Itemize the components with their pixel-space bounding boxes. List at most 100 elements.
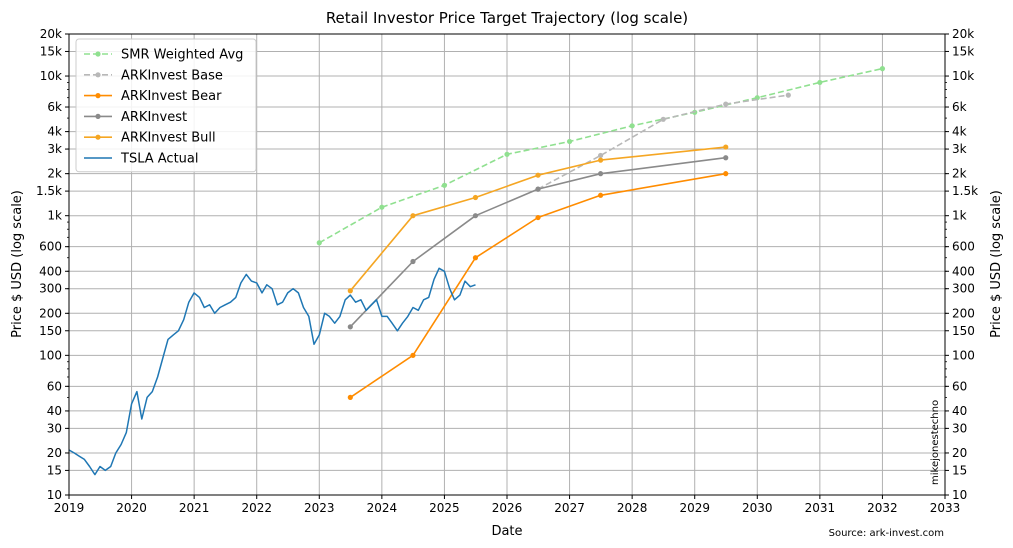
y-axis-left: 10 15 20 30 40 60 100 150 200 300 400 600 1k 1.5k 2k 3k… xyxy=(36,27,69,502)
legend-item: SMR Weighted Avg xyxy=(84,48,243,63)
x-tick-label: 2026 xyxy=(492,501,523,515)
data-point-smr-weighted-avg xyxy=(441,182,448,188)
y-tick-label-right: 40 xyxy=(952,404,967,418)
y-axis-label-right: Price $ USD (log scale) xyxy=(989,190,1004,338)
legend-marker xyxy=(95,113,101,119)
x-tick-label: 2031 xyxy=(805,501,836,515)
y-tick-label-right: 60 xyxy=(952,379,967,393)
y-tick-label-right: 10 xyxy=(952,488,967,502)
data-point-arkinvest-bull xyxy=(410,213,416,219)
data-point-arkinvest-bull xyxy=(598,157,604,163)
legend-label: ARKInvest Bull xyxy=(121,131,216,146)
data-point-arkinvest-bull xyxy=(723,144,729,150)
y-tick-label-right: 20k xyxy=(952,27,974,41)
x-tick-label: 2027 xyxy=(554,501,585,515)
x-tick-label: 2028 xyxy=(617,501,648,515)
legend-box xyxy=(75,38,257,173)
y-tick-label-left: 4k xyxy=(47,125,62,139)
y-tick-label-right: 10k xyxy=(952,69,974,83)
y-axis-label-left: Price $ USD (log scale) xyxy=(10,190,25,338)
x-tick-label: 2029 xyxy=(679,501,710,515)
y-tick-label-left: 60 xyxy=(47,379,62,393)
data-point-arkinvest-bull xyxy=(472,194,479,201)
legend-label: TSLA Actual xyxy=(120,152,199,167)
data-point-arkinvest xyxy=(410,258,416,265)
x-tick-label: 2032 xyxy=(867,501,898,515)
series-smr-weighted-avg xyxy=(316,66,886,246)
data-point-smr-weighted-avg xyxy=(379,204,385,210)
y-tick-label-right: 2k xyxy=(952,167,967,181)
legend-marker xyxy=(95,134,101,140)
y-tick-label-left: 300 xyxy=(39,282,62,296)
y-tick-label-left: 6k xyxy=(47,100,62,114)
legend-item: ARKInvest Base xyxy=(84,68,223,83)
legend: SMR Weighted Avg ARKInvest Base ARKInvest … xyxy=(75,38,257,173)
x-axis-label: Date xyxy=(491,524,522,539)
data-point-smr-weighted-avg xyxy=(566,138,573,145)
data-point-arkinvest-bear xyxy=(347,394,353,400)
y-tick-label-right: 600 xyxy=(952,240,975,254)
series-arkinvest-bear xyxy=(347,171,729,400)
source-annotation: Source: ark-invest.com xyxy=(829,528,944,539)
series-tsla-actual xyxy=(68,267,476,476)
y-tick-label-right: 20 xyxy=(952,446,967,460)
data-point-arkinvest-bear xyxy=(598,192,604,198)
legend-label: ARKInvest Base xyxy=(121,68,223,83)
y-tick-label-left: 2k xyxy=(47,167,62,181)
x-tick-label: 2023 xyxy=(304,501,335,515)
series-line-arkinvest xyxy=(349,156,726,328)
series-line-smr-weighted-avg xyxy=(318,67,883,244)
data-point-smr-weighted-avg xyxy=(504,151,510,157)
data-point-arkinvest xyxy=(472,213,479,219)
y-tick-label-right: 1k xyxy=(952,209,967,223)
data-point-arkinvest xyxy=(598,171,604,177)
y-tick-label-right: 100 xyxy=(952,348,975,362)
y-tick-label-left: 600 xyxy=(39,240,62,254)
legend-item: ARKInvest Bear xyxy=(84,89,222,104)
series-line-tsla-actual xyxy=(68,267,476,476)
x-tick-label: 2021 xyxy=(179,501,210,515)
series-line-arkinvest-bear xyxy=(349,172,726,399)
data-point-smr-weighted-avg xyxy=(629,123,635,129)
y-tick-label-right: 6k xyxy=(952,100,967,114)
y-tick-label-left: 1k xyxy=(47,209,62,223)
y-tick-label-left: 3k xyxy=(47,142,62,156)
legend-item: ARKInvest Bull xyxy=(84,131,216,146)
y-tick-label-left: 20k xyxy=(40,27,62,41)
series-arkinvest xyxy=(347,155,729,330)
x-tick-label: 2019 xyxy=(54,501,85,515)
legend-item: ARKInvest xyxy=(84,110,187,125)
x-tick-label: 2025 xyxy=(429,501,460,515)
y-tick-label-left: 400 xyxy=(39,264,62,278)
data-point-arkinvest-bull xyxy=(535,172,541,178)
x-tick-label: 2024 xyxy=(367,501,398,515)
x-tick-label: 2030 xyxy=(742,501,773,515)
series-line-arkinvest-base xyxy=(537,94,789,190)
y-tick-label-right: 150 xyxy=(952,324,975,338)
y-tick-label-left: 1.5k xyxy=(36,184,62,198)
data-point-smr-weighted-avg xyxy=(817,79,823,86)
y-tick-label-left: 10 xyxy=(47,488,62,502)
x-tick-label: 2020 xyxy=(116,501,147,515)
y-axis-right: 10 15 20 30 40 60 100 150 200 300 400 600 1k 1.5k 2k 3k… xyxy=(945,27,978,502)
data-point-arkinvest-bull xyxy=(347,288,353,294)
y-tick-label-right: 15k xyxy=(952,44,974,58)
data-point-arkinvest-bear xyxy=(723,171,729,177)
legend-marker xyxy=(95,93,101,99)
data-point-arkinvest xyxy=(723,155,729,161)
y-tick-label-right: 30 xyxy=(952,421,967,435)
grid-lines xyxy=(69,34,945,495)
y-tick-label-left: 10k xyxy=(40,69,62,83)
watermark-annotation: mikejonestechno xyxy=(930,400,941,485)
chart-title: Retail Investor Price Target Trajectory … xyxy=(326,9,688,27)
y-tick-label-right: 1.5k xyxy=(952,184,978,198)
data-point-smr-weighted-avg xyxy=(879,66,886,72)
x-tick-label: 2022 xyxy=(241,501,272,515)
y-tick-label-right: 15 xyxy=(952,463,967,477)
legend-marker xyxy=(95,72,101,78)
y-tick-label-left: 20 xyxy=(47,446,62,460)
series-line-arkinvest-bull xyxy=(349,146,726,292)
data-point-arkinvest-base xyxy=(723,101,729,107)
data-point-arkinvest-bear xyxy=(535,214,541,221)
